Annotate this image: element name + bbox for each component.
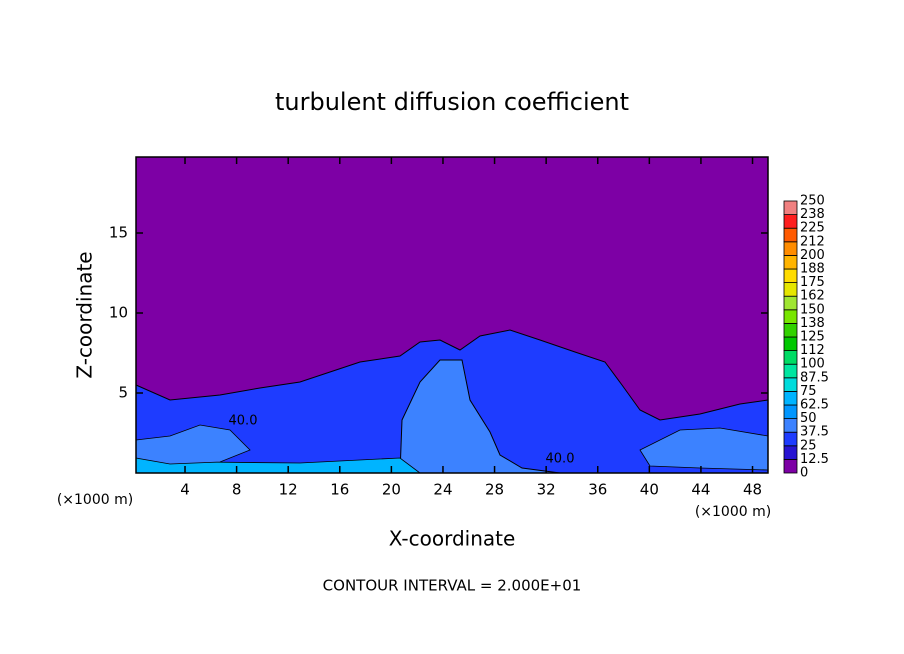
colorbar-box bbox=[783, 322, 798, 338]
colorbar-box bbox=[783, 390, 798, 406]
colorbar-box bbox=[783, 458, 798, 474]
x-tick-label: 24 bbox=[433, 481, 452, 499]
colorbar-label: 37.5 bbox=[800, 425, 829, 440]
colorbar-box bbox=[783, 200, 798, 216]
colorbar-label: 87.5 bbox=[800, 370, 829, 385]
colorbar-label: 50 bbox=[800, 411, 817, 426]
colorbar-box bbox=[783, 309, 798, 324]
colorbar-label: 225 bbox=[800, 221, 825, 236]
colorbar-label: 162 bbox=[800, 289, 825, 304]
x-unit-label: (×1000 m) bbox=[695, 504, 771, 520]
colorbar-label: 0 bbox=[800, 466, 808, 481]
colorbar-box bbox=[783, 363, 798, 379]
chart-title: turbulent diffusion coefficient bbox=[275, 88, 629, 116]
colorbar-label: 212 bbox=[800, 234, 825, 249]
x-tick-label: 40 bbox=[640, 481, 659, 499]
colorbar-label: 188 bbox=[800, 262, 825, 277]
colorbar-box bbox=[783, 350, 798, 365]
x-tick-label: 28 bbox=[485, 481, 504, 499]
field-region bbox=[135, 424, 251, 465]
colorbar-label: 238 bbox=[800, 207, 825, 222]
colorbar-box bbox=[783, 227, 798, 243]
colorbar-label: 138 bbox=[800, 316, 825, 331]
colorbar-label: 125 bbox=[800, 330, 825, 345]
y-tick-label: 5 bbox=[118, 384, 128, 402]
x-tick-label: 16 bbox=[330, 481, 349, 499]
x-tick-label: 36 bbox=[588, 481, 607, 499]
colorbar-label: 62.5 bbox=[800, 398, 829, 413]
contour-label: 40.0 bbox=[546, 452, 575, 467]
colorbar-box bbox=[783, 254, 798, 270]
y-tick-label: 15 bbox=[109, 224, 128, 242]
colorbar-label: 25 bbox=[800, 438, 817, 453]
colorbar-label: 112 bbox=[800, 343, 825, 358]
field-region bbox=[399, 359, 561, 474]
colorbar-box bbox=[783, 214, 798, 229]
y-axis-label: Z-coordinate bbox=[73, 251, 97, 378]
x-tick-label: 4 bbox=[180, 481, 190, 499]
colorbar-label: 200 bbox=[800, 248, 825, 263]
colorbar-box bbox=[783, 445, 798, 460]
colorbar-box bbox=[783, 404, 798, 420]
contour-label: 40.0 bbox=[229, 414, 258, 429]
x-axis-label: X-coordinate bbox=[389, 527, 516, 551]
x-tick-label: 32 bbox=[537, 481, 556, 499]
colorbar-label: 250 bbox=[800, 194, 825, 209]
colorbar-label: 175 bbox=[800, 275, 825, 290]
colorbar-box bbox=[783, 268, 798, 284]
plot-frame bbox=[135, 156, 769, 474]
colorbar-label: 100 bbox=[800, 357, 825, 372]
x-tick-label: 48 bbox=[743, 481, 762, 499]
colorbar-box bbox=[783, 336, 798, 352]
colorbar-box bbox=[783, 418, 798, 433]
footer: CONTOUR INTERVAL = 2.000E+01 bbox=[323, 577, 582, 595]
y-tick-label: 10 bbox=[109, 304, 128, 322]
colorbar-label: 75 bbox=[800, 384, 817, 399]
colorbar-box bbox=[783, 377, 798, 392]
colorbar-label: 150 bbox=[800, 302, 825, 317]
x-tick-label: 8 bbox=[232, 481, 242, 499]
colorbar-box bbox=[783, 241, 798, 256]
x-tick-label: 12 bbox=[279, 481, 298, 499]
colorbar-box bbox=[783, 431, 798, 447]
colorbar-box bbox=[783, 282, 798, 297]
colorbar-box bbox=[783, 295, 798, 311]
x-tick-label: 20 bbox=[382, 481, 401, 499]
x-tick-label: 44 bbox=[691, 481, 710, 499]
colorbar-label: 12.5 bbox=[800, 452, 829, 467]
y-unit-label: (×1000 m) bbox=[57, 492, 133, 508]
